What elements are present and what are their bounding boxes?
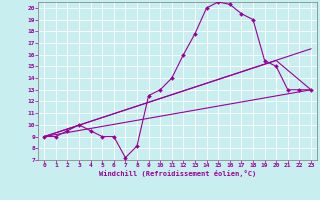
X-axis label: Windchill (Refroidissement éolien,°C): Windchill (Refroidissement éolien,°C)	[99, 170, 256, 177]
